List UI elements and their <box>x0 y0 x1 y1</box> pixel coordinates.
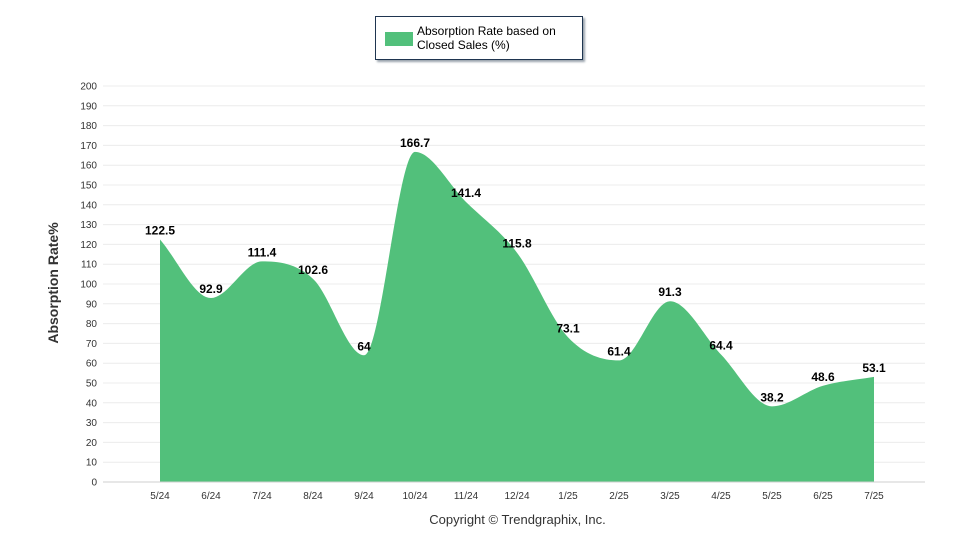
x-tick-label: 12/24 <box>504 491 529 502</box>
x-tick-label: 1/25 <box>558 491 578 502</box>
copyright-text: Copyright © Trendgraphix, Inc. <box>429 512 606 527</box>
data-label: 64 <box>357 339 371 353</box>
x-tick-label: 3/25 <box>660 491 680 502</box>
data-label: 111.4 <box>248 245 277 259</box>
x-tick-label: 10/24 <box>402 491 427 502</box>
y-tick-label: 50 <box>86 379 98 390</box>
y-tick-label: 0 <box>91 478 97 489</box>
x-tick-label: 11/24 <box>454 491 479 502</box>
y-tick-label: 120 <box>80 240 97 251</box>
y-tick-label: 100 <box>80 280 97 291</box>
y-tick-label: 40 <box>86 398 98 409</box>
legend-swatch <box>385 32 413 46</box>
y-tick-label: 70 <box>86 339 98 350</box>
y-tick-label: 200 <box>80 82 97 93</box>
data-label: 38.2 <box>760 390 784 404</box>
data-label: 122.5 <box>145 223 175 237</box>
y-tick-label: 140 <box>80 200 97 211</box>
y-tick-label: 170 <box>80 141 97 152</box>
y-tick-labels: 0 10 20 30 40 50 60 70 80 90 100 110 120 130 140 150 160… <box>80 82 97 489</box>
x-tick-labels: 5/24 6/24 7/24 8/24 9/24 10/24 11/24 12/24 1/25 2… <box>150 491 884 502</box>
y-tick-label: 160 <box>80 161 97 172</box>
y-tick-label: 90 <box>86 299 98 310</box>
x-tick-label: 2/25 <box>609 491 629 502</box>
data-label: 141.4 <box>451 186 481 200</box>
data-label: 61.4 <box>607 344 631 358</box>
y-tick-label: 20 <box>86 438 98 449</box>
data-label: 92.9 <box>199 282 223 296</box>
data-label: 73.1 <box>556 321 580 335</box>
x-tick-label: 6/24 <box>201 491 221 502</box>
legend: Absorption Rate based on Closed Sales (%… <box>375 16 583 60</box>
y-tick-label: 110 <box>81 260 97 271</box>
x-tick-label: 5/25 <box>762 491 782 502</box>
y-tick-label: 10 <box>86 458 98 469</box>
legend-label: Absorption Rate based on Closed Sales (%… <box>417 24 556 52</box>
y-tick-label: 190 <box>80 101 97 112</box>
y-tick-label: 130 <box>80 220 97 231</box>
x-tick-label: 5/24 <box>150 491 170 502</box>
x-tick-label: 4/25 <box>711 491 731 502</box>
area-fill <box>160 151 874 482</box>
y-tick-label: 180 <box>80 121 97 132</box>
x-tick-label: 6/25 <box>813 491 833 502</box>
x-tick-label: 9/24 <box>354 491 374 502</box>
x-tick-label: 7/25 <box>864 491 884 502</box>
y-tick-label: 30 <box>86 418 98 429</box>
data-label: 53.1 <box>862 361 886 375</box>
data-label: 91.3 <box>658 285 682 299</box>
data-label: 166.7 <box>400 136 430 150</box>
y-tick-label: 60 <box>86 359 98 370</box>
y-tick-label: 80 <box>86 319 98 330</box>
data-label: 102.6 <box>298 263 328 277</box>
data-label: 64.4 <box>709 338 733 352</box>
data-label: 48.6 <box>811 370 835 384</box>
y-axis-label: Absorption Rate% <box>45 222 61 344</box>
y-tick-label: 150 <box>80 181 97 192</box>
x-tick-label: 7/24 <box>252 491 272 502</box>
data-label: 115.8 <box>502 237 532 251</box>
x-tick-label: 8/24 <box>303 491 323 502</box>
area-series <box>160 151 874 482</box>
data-labels: 122.5 92.9 111.4 102.6 64 166.7 141.4 115.8 73.1… <box>145 136 886 404</box>
